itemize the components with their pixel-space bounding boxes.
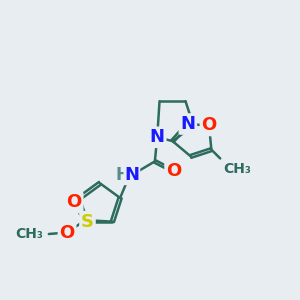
Text: S: S <box>81 213 94 231</box>
Text: CH₃: CH₃ <box>16 227 44 241</box>
Text: O: O <box>166 162 181 180</box>
Text: N: N <box>124 166 140 184</box>
Text: N: N <box>180 115 195 133</box>
Text: CH₃: CH₃ <box>223 162 251 176</box>
Text: H: H <box>116 166 129 184</box>
Text: O: O <box>59 224 75 242</box>
Text: N: N <box>150 128 165 146</box>
Text: O: O <box>67 194 82 211</box>
Text: O: O <box>201 116 217 134</box>
